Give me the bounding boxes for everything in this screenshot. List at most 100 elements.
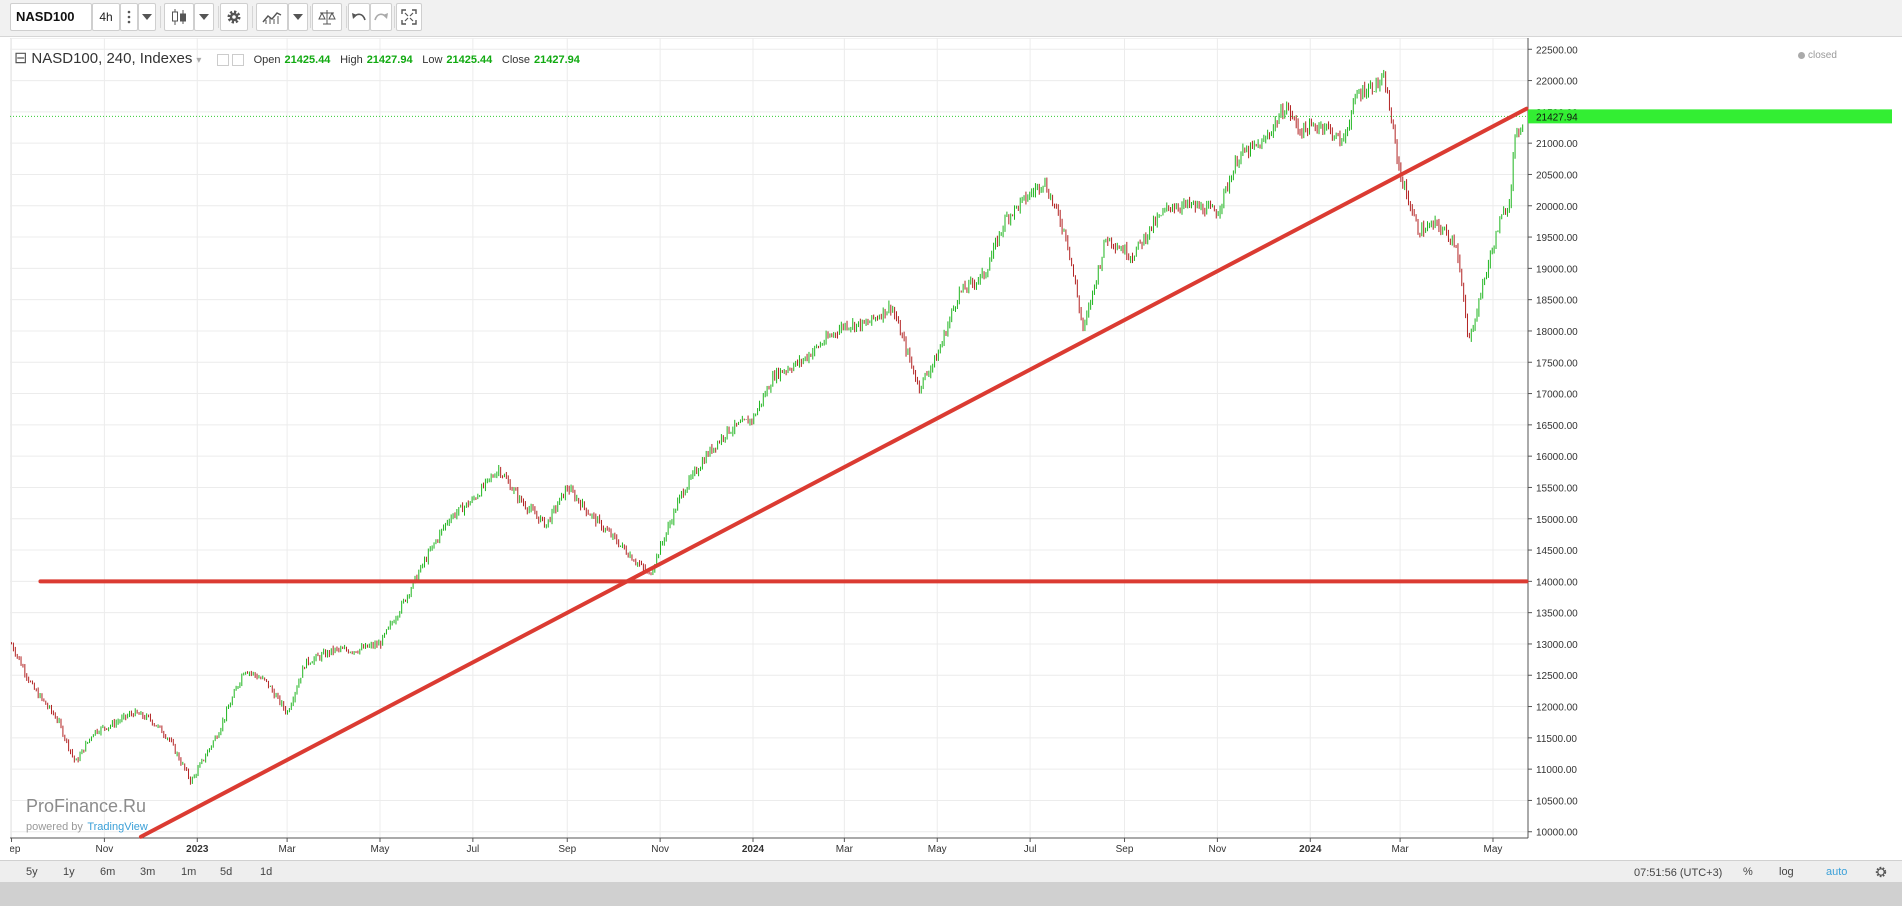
chart-settings-gear-icon[interactable] bbox=[1874, 863, 1888, 881]
time-tick-label: Jul bbox=[466, 844, 479, 855]
price-tick-label: 12000.00 bbox=[1536, 703, 1578, 714]
close-label: Close bbox=[501, 54, 531, 66]
bottom-bar: 5y 1y 6m 3m 1m 5d 1d 07:51:56 (UTC+3) % … bbox=[0, 860, 1902, 883]
price-tick-label: 10000.00 bbox=[1536, 828, 1578, 839]
chart-area[interactable]: 22500.0022000.0021500.0021000.0020500.00… bbox=[10, 38, 1892, 860]
high-value: 21427.94 bbox=[366, 54, 413, 66]
range-5d-button[interactable]: 5d bbox=[220, 866, 233, 878]
price-tick-label: 16500.00 bbox=[1536, 421, 1578, 432]
range-1m-button[interactable]: 1m bbox=[181, 866, 197, 878]
price-chart[interactable]: 22500.0022000.0021500.0021000.0020500.00… bbox=[10, 38, 1892, 860]
price-tick-label: 17000.00 bbox=[1536, 390, 1578, 401]
time-tick-label: Mar bbox=[836, 844, 854, 855]
time-tick-label: Jul bbox=[1024, 844, 1037, 855]
compare-icon[interactable] bbox=[312, 3, 342, 31]
interval-dropdown-icon[interactable] bbox=[138, 3, 156, 31]
trend-line-drawing bbox=[138, 106, 1529, 839]
window-bottom-strip bbox=[0, 882, 1902, 906]
plot-background bbox=[10, 38, 1529, 839]
price-tick-label: 11500.00 bbox=[1536, 734, 1577, 745]
time-tick-label: May bbox=[928, 844, 947, 855]
price-tick-label: 11000.00 bbox=[1536, 765, 1577, 776]
price-tick-label: 15500.00 bbox=[1536, 483, 1578, 494]
legend-title: NASD100, 240, Indexes bbox=[31, 50, 193, 67]
price-tick-label: 13500.00 bbox=[1536, 609, 1578, 620]
fullscreen-icon[interactable] bbox=[396, 3, 422, 31]
time-axis: Sep Nov 2023 Mar May Jul Sep Nov 2024 Mar May Jul Se… bbox=[10, 837, 1528, 855]
time-tick-label: Mar bbox=[278, 844, 296, 855]
clock-display[interactable]: 07:51:56 (UTC+3) bbox=[1634, 867, 1723, 879]
auto-scale-button[interactable]: auto bbox=[1826, 866, 1848, 878]
log-scale-button[interactable]: log bbox=[1779, 866, 1794, 878]
collapse-legend-icon[interactable]: ⊟ bbox=[14, 50, 28, 67]
high-label: High bbox=[340, 54, 363, 66]
time-tick-label: May bbox=[1484, 844, 1503, 855]
market-status-text: closed bbox=[1808, 50, 1837, 61]
price-tick-label: 13000.00 bbox=[1536, 640, 1578, 651]
watermark-name: ProFinance.Ru bbox=[26, 796, 147, 816]
candles-icon[interactable] bbox=[164, 3, 194, 31]
redo-icon[interactable] bbox=[370, 3, 392, 31]
time-tick-label: Sep bbox=[558, 844, 576, 855]
status-dot-icon bbox=[1798, 51, 1805, 59]
low-label: Low bbox=[422, 54, 443, 66]
interval-menu-icon[interactable] bbox=[120, 3, 138, 31]
price-tick-label: 20000.00 bbox=[1536, 202, 1578, 213]
range-5y-button[interactable]: 5y bbox=[26, 866, 38, 878]
watermark-powered: powered by bbox=[26, 821, 83, 833]
settings-icon[interactable] bbox=[220, 3, 248, 31]
time-tick-label: Nov bbox=[651, 844, 669, 855]
range-1y-button[interactable]: 1y bbox=[63, 866, 75, 878]
time-tick-label: Sep bbox=[1116, 844, 1134, 855]
time-tick-label: Nov bbox=[1208, 844, 1226, 855]
hide-series-icon[interactable] bbox=[217, 53, 229, 66]
range-6m-button[interactable]: 6m bbox=[100, 866, 116, 878]
price-tick-label: 22000.00 bbox=[1536, 77, 1578, 88]
time-tick-label: Mar bbox=[1391, 844, 1409, 855]
price-tick-label: 14500.00 bbox=[1536, 546, 1578, 557]
price-tick-label: 10500.00 bbox=[1536, 796, 1578, 807]
open-label: Open bbox=[253, 54, 281, 66]
time-tick-label: Sep bbox=[10, 844, 21, 855]
indicators-icon[interactable] bbox=[256, 3, 288, 31]
legend-dropdown-icon[interactable]: ▾ bbox=[196, 55, 202, 66]
price-tick-label: 20500.00 bbox=[1536, 170, 1578, 181]
price-tick-label: 15000.00 bbox=[1536, 515, 1578, 526]
interval-button[interactable]: 4h bbox=[92, 3, 120, 31]
price-tick-label: 17500.00 bbox=[1536, 358, 1578, 369]
undo-icon[interactable] bbox=[348, 3, 370, 31]
market-status: closed bbox=[1798, 50, 1837, 61]
price-axis: 22500.0022000.0021500.0021000.0020500.00… bbox=[1527, 38, 1578, 839]
price-tick-label: 14000.00 bbox=[1536, 577, 1578, 588]
grid bbox=[10, 38, 1529, 839]
low-value: 21425.44 bbox=[446, 54, 493, 66]
symbol-input[interactable]: NASD100 bbox=[10, 3, 92, 31]
price-tick-label: 18000.00 bbox=[1536, 327, 1578, 338]
close-value: 21427.94 bbox=[534, 54, 580, 66]
watermark-tradingview-link[interactable]: TradingView bbox=[87, 821, 148, 833]
price-tick-label: 18500.00 bbox=[1536, 296, 1578, 307]
percent-scale-button[interactable]: % bbox=[1743, 866, 1753, 878]
price-tick-label: 22500.00 bbox=[1536, 45, 1578, 56]
time-tick-label: 2023 bbox=[186, 844, 209, 855]
last-price-tag-label: 21427.94 bbox=[1536, 112, 1578, 123]
price-tick-label: 21000.00 bbox=[1536, 139, 1578, 150]
time-tick-label: May bbox=[371, 844, 390, 855]
price-tick-label: 16000.00 bbox=[1536, 452, 1578, 463]
chart-toolbar: NASD100 4h bbox=[0, 0, 1902, 37]
range-1d-button[interactable]: 1d bbox=[260, 866, 273, 878]
time-tick-label: Nov bbox=[96, 844, 114, 855]
time-tick-label: 2024 bbox=[742, 844, 765, 855]
watermark: ProFinance.Ru powered by TradingView bbox=[26, 796, 148, 835]
time-tick-label: 2024 bbox=[1299, 844, 1322, 855]
open-value: 21425.44 bbox=[284, 54, 331, 66]
indicators-dropdown-icon[interactable] bbox=[288, 3, 308, 31]
last-price-tag bbox=[1528, 109, 1892, 124]
price-tick-label: 12500.00 bbox=[1536, 671, 1578, 682]
chart-legend: ⊟ NASD100, 240, Indexes ▾ Open 21425.44 Hig… bbox=[14, 48, 580, 68]
chart-type-dropdown-icon[interactable] bbox=[194, 3, 214, 31]
range-3m-button[interactable]: 3m bbox=[140, 866, 156, 878]
series-settings-icon[interactable] bbox=[232, 53, 244, 66]
price-tick-label: 19500.00 bbox=[1536, 233, 1578, 244]
price-tick-label: 19000.00 bbox=[1536, 264, 1578, 275]
